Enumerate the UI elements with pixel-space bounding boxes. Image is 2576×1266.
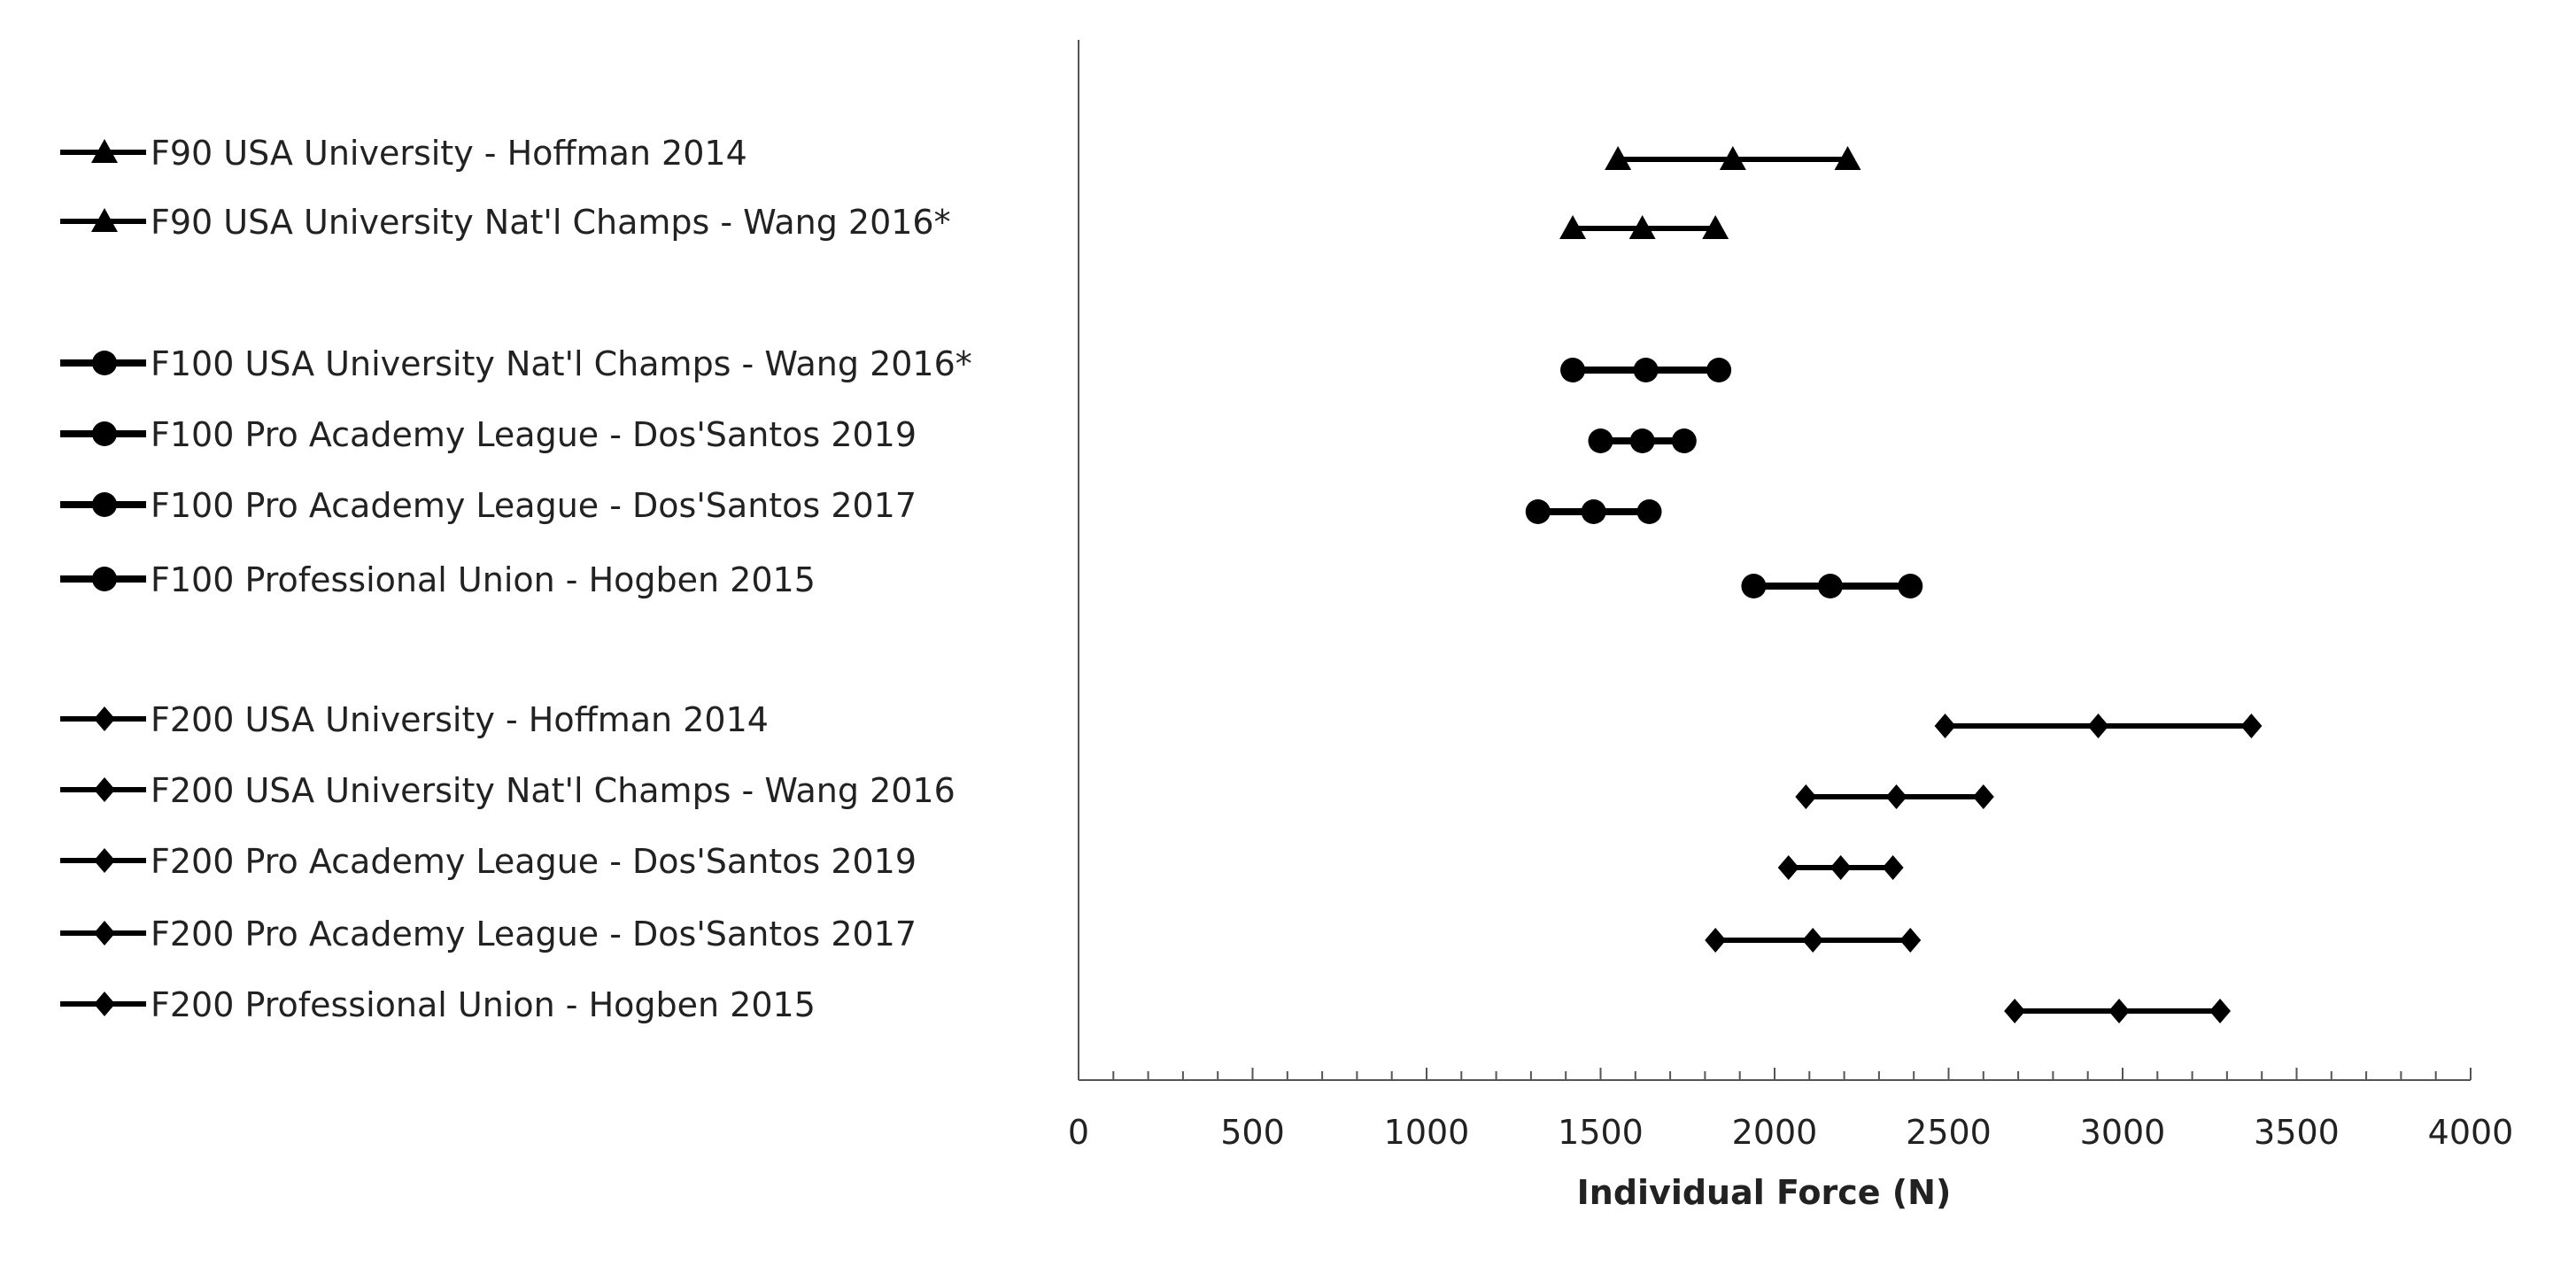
data-point xyxy=(1719,146,1746,170)
legend-circle-icon xyxy=(92,351,117,375)
data-point xyxy=(1741,574,1767,598)
legend-entry: F100 Professional Union - Hogben 2015 xyxy=(60,560,816,599)
series xyxy=(1934,714,2263,738)
legend-label: F100 Pro Academy League - Dos'Santos 201… xyxy=(151,415,917,454)
series xyxy=(2004,999,2232,1023)
series xyxy=(1605,146,1861,170)
data-point xyxy=(1525,499,1551,524)
data-point xyxy=(2004,999,2026,1023)
series xyxy=(1741,574,1923,598)
legend-label: F200 Pro Academy League - Dos'Santos 201… xyxy=(151,842,917,881)
data-point xyxy=(1560,358,1586,382)
series xyxy=(1795,784,1994,809)
legend-entry: F200 USA University - Hoffman 2014 xyxy=(60,700,769,739)
x-axis-title: Individual Force (N) xyxy=(1577,1173,1952,1212)
series xyxy=(1560,358,1732,382)
data-point xyxy=(1899,928,1922,953)
data-point xyxy=(1898,574,1923,598)
series xyxy=(1588,428,1697,453)
legend-label: F200 USA University - Hoffman 2014 xyxy=(151,700,769,739)
legend-entry: F90 USA University Nat'l Champs - Wang 2… xyxy=(60,203,951,242)
data-point xyxy=(1834,146,1861,170)
data-point xyxy=(1885,784,1907,809)
x-tick-label: 1500 xyxy=(1558,1113,1644,1152)
data-point xyxy=(1636,499,1662,524)
data-point xyxy=(1588,428,1613,453)
data-point xyxy=(1633,358,1659,382)
legend-entry: F90 USA University - Hoffman 2014 xyxy=(60,134,747,173)
data-point xyxy=(1605,146,1632,170)
legend-label: F200 Professional Union - Hogben 2015 xyxy=(151,985,816,1024)
legend-label: F100 Pro Academy League - Dos'Santos 201… xyxy=(151,486,917,525)
data-point xyxy=(1972,784,1994,809)
legend-label: F100 USA University Nat'l Champs - Wang … xyxy=(151,344,972,383)
x-tick-label: 4000 xyxy=(2428,1113,2514,1152)
x-tick-label: 2000 xyxy=(1732,1113,1818,1152)
legend-label: F90 USA University - Hoffman 2014 xyxy=(151,134,747,173)
legend: F90 USA University - Hoffman 2014 F90 USA… xyxy=(60,134,972,1024)
legend-entry: F100 USA University Nat'l Champs - Wang … xyxy=(60,344,972,383)
data-point xyxy=(2108,999,2131,1023)
data-point xyxy=(1934,714,1956,738)
legend-circle-icon xyxy=(92,567,117,591)
legend-circle-icon xyxy=(92,492,117,517)
data-point xyxy=(1882,855,1904,880)
legend-circle-icon xyxy=(92,421,117,446)
data-point xyxy=(1706,358,1732,382)
legend-entry: F200 Pro Academy League - Dos'Santos 201… xyxy=(60,842,917,881)
data-point xyxy=(1559,215,1587,239)
legend-label: F200 USA University Nat'l Champs - Wang … xyxy=(151,771,955,810)
legend-label: F200 Pro Academy League - Dos'Santos 201… xyxy=(151,915,917,953)
legend-diamond-icon xyxy=(94,921,115,946)
legend-diamond-icon xyxy=(94,848,115,873)
legend-triangle-icon xyxy=(91,208,118,232)
data-point xyxy=(1777,855,1799,880)
legend-entry: F100 Pro Academy League - Dos'Santos 201… xyxy=(60,486,917,525)
legend-entry: F200 Professional Union - Hogben 2015 xyxy=(60,985,816,1024)
x-tick-label: 0 xyxy=(1068,1113,1089,1152)
data-point xyxy=(1817,574,1843,598)
x-tick-label: 3000 xyxy=(2080,1113,2166,1152)
data-point xyxy=(1795,784,1817,809)
data-point xyxy=(1830,855,1852,880)
x-tick-label: 1000 xyxy=(1384,1113,1470,1152)
series xyxy=(1777,855,1904,880)
legend-entry: F200 Pro Academy League - Dos'Santos 201… xyxy=(60,915,917,953)
data-point xyxy=(2209,999,2232,1023)
data-point xyxy=(1802,928,1824,953)
data-point xyxy=(1581,499,1606,524)
x-tick-label: 3500 xyxy=(2254,1113,2340,1152)
legend-label: F90 USA University Nat'l Champs - Wang 2… xyxy=(151,203,951,242)
data-point xyxy=(1629,428,1655,453)
series xyxy=(1705,928,1922,953)
data-point xyxy=(1705,928,1727,953)
data-point xyxy=(1671,428,1697,453)
data-point xyxy=(2087,714,2109,738)
data-point xyxy=(1628,215,1656,239)
x-tick-label: 2500 xyxy=(1906,1113,1992,1152)
data-point xyxy=(2240,714,2263,738)
data-point xyxy=(1702,215,1729,239)
series xyxy=(1525,499,1662,524)
legend-diamond-icon xyxy=(94,706,115,731)
legend-diamond-icon xyxy=(94,777,115,802)
legend-entry: F100 Pro Academy League - Dos'Santos 201… xyxy=(60,415,917,454)
legend-triangle-icon xyxy=(91,139,118,163)
legend-diamond-icon xyxy=(94,992,115,1016)
x-tick-label: 500 xyxy=(1220,1113,1285,1152)
legend-entry: F200 USA University Nat'l Champs - Wang … xyxy=(60,771,955,810)
x-axis: 0 500 1000 1500 2000 2500 3000 3500 4000 xyxy=(1068,40,2513,1152)
series xyxy=(1559,215,1729,239)
legend-label: F100 Professional Union - Hogben 2015 xyxy=(151,560,816,599)
plot-area xyxy=(1525,146,2263,1023)
